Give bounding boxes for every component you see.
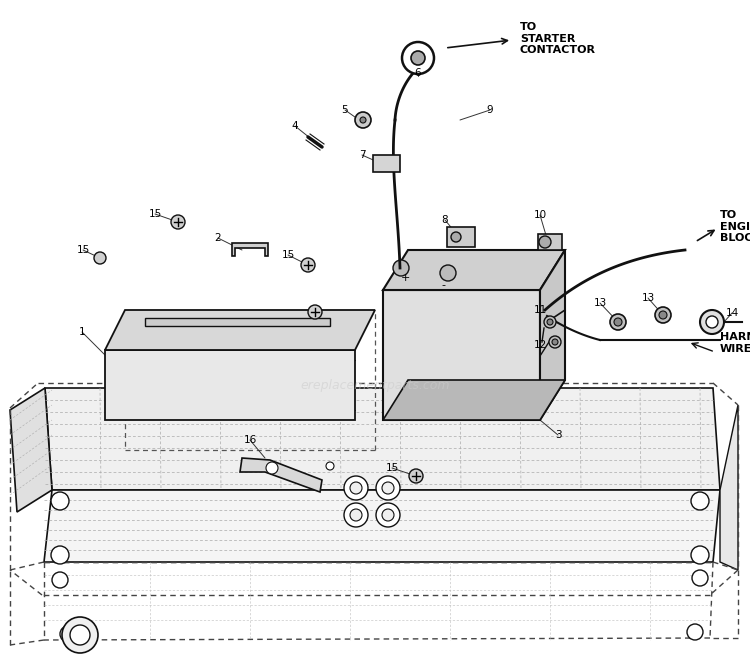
Circle shape: [655, 307, 671, 323]
Circle shape: [70, 625, 90, 645]
Circle shape: [350, 509, 362, 521]
Text: HARNESS
WIRE: HARNESS WIRE: [720, 332, 750, 354]
Text: 15: 15: [76, 245, 90, 255]
Circle shape: [411, 51, 425, 65]
Text: TO
ENGINE
BLOCK: TO ENGINE BLOCK: [720, 210, 750, 243]
Polygon shape: [373, 155, 400, 172]
Circle shape: [402, 42, 434, 74]
Polygon shape: [383, 290, 540, 420]
Text: 15: 15: [386, 463, 399, 473]
Circle shape: [382, 482, 394, 494]
Polygon shape: [232, 243, 268, 256]
Circle shape: [344, 476, 368, 500]
Polygon shape: [10, 388, 52, 512]
Text: TO
STARTER
CONTACTOR: TO STARTER CONTACTOR: [520, 22, 596, 55]
Circle shape: [60, 626, 76, 642]
Polygon shape: [538, 234, 562, 250]
Circle shape: [308, 305, 322, 319]
Text: 2: 2: [214, 233, 221, 243]
Polygon shape: [145, 318, 330, 326]
Circle shape: [409, 469, 423, 483]
Circle shape: [451, 232, 461, 242]
Circle shape: [659, 311, 667, 319]
Circle shape: [376, 476, 400, 500]
Polygon shape: [44, 490, 720, 562]
Text: 15: 15: [148, 209, 162, 219]
Polygon shape: [383, 380, 565, 420]
Text: 13: 13: [641, 293, 655, 303]
Text: 7: 7: [358, 150, 365, 160]
Text: 10: 10: [533, 210, 547, 220]
Circle shape: [692, 570, 708, 586]
Circle shape: [691, 492, 709, 510]
Circle shape: [171, 215, 185, 229]
Text: 14: 14: [725, 308, 739, 318]
Text: 12: 12: [533, 340, 547, 350]
Circle shape: [544, 316, 556, 328]
Circle shape: [610, 314, 626, 330]
Polygon shape: [447, 227, 475, 247]
Text: 4: 4: [292, 121, 298, 131]
Circle shape: [355, 112, 371, 128]
Circle shape: [51, 492, 69, 510]
Text: 6: 6: [415, 68, 422, 78]
Text: 5: 5: [342, 105, 348, 115]
Circle shape: [350, 482, 362, 494]
Text: -: -: [441, 280, 445, 290]
Text: 9: 9: [487, 105, 494, 115]
Text: ereplacementparts.com: ereplacementparts.com: [300, 378, 450, 391]
Text: 13: 13: [593, 298, 607, 308]
Circle shape: [552, 339, 558, 345]
Circle shape: [52, 572, 68, 588]
Text: 11: 11: [533, 305, 547, 315]
Polygon shape: [105, 310, 375, 350]
Polygon shape: [45, 388, 720, 490]
Text: 8: 8: [442, 215, 448, 225]
Circle shape: [266, 462, 278, 474]
Circle shape: [691, 546, 709, 564]
Circle shape: [360, 117, 366, 123]
Circle shape: [344, 503, 368, 527]
Circle shape: [549, 336, 561, 348]
Circle shape: [301, 258, 315, 272]
Polygon shape: [720, 405, 738, 570]
Circle shape: [700, 310, 724, 334]
Text: 1: 1: [79, 327, 86, 337]
Polygon shape: [105, 350, 355, 420]
Circle shape: [539, 236, 551, 248]
Polygon shape: [383, 250, 565, 290]
Circle shape: [326, 462, 334, 470]
Circle shape: [706, 316, 718, 328]
Polygon shape: [240, 458, 322, 492]
Circle shape: [547, 319, 553, 325]
Circle shape: [376, 503, 400, 527]
Circle shape: [94, 252, 106, 264]
Circle shape: [393, 260, 409, 276]
Circle shape: [382, 509, 394, 521]
Circle shape: [62, 617, 98, 653]
Circle shape: [51, 546, 69, 564]
Circle shape: [687, 624, 703, 640]
Text: 15: 15: [281, 250, 295, 260]
Polygon shape: [540, 250, 565, 420]
Text: +: +: [400, 273, 410, 283]
Circle shape: [614, 318, 622, 326]
Text: 3: 3: [555, 430, 561, 440]
Circle shape: [440, 265, 456, 281]
Text: 16: 16: [243, 435, 256, 445]
